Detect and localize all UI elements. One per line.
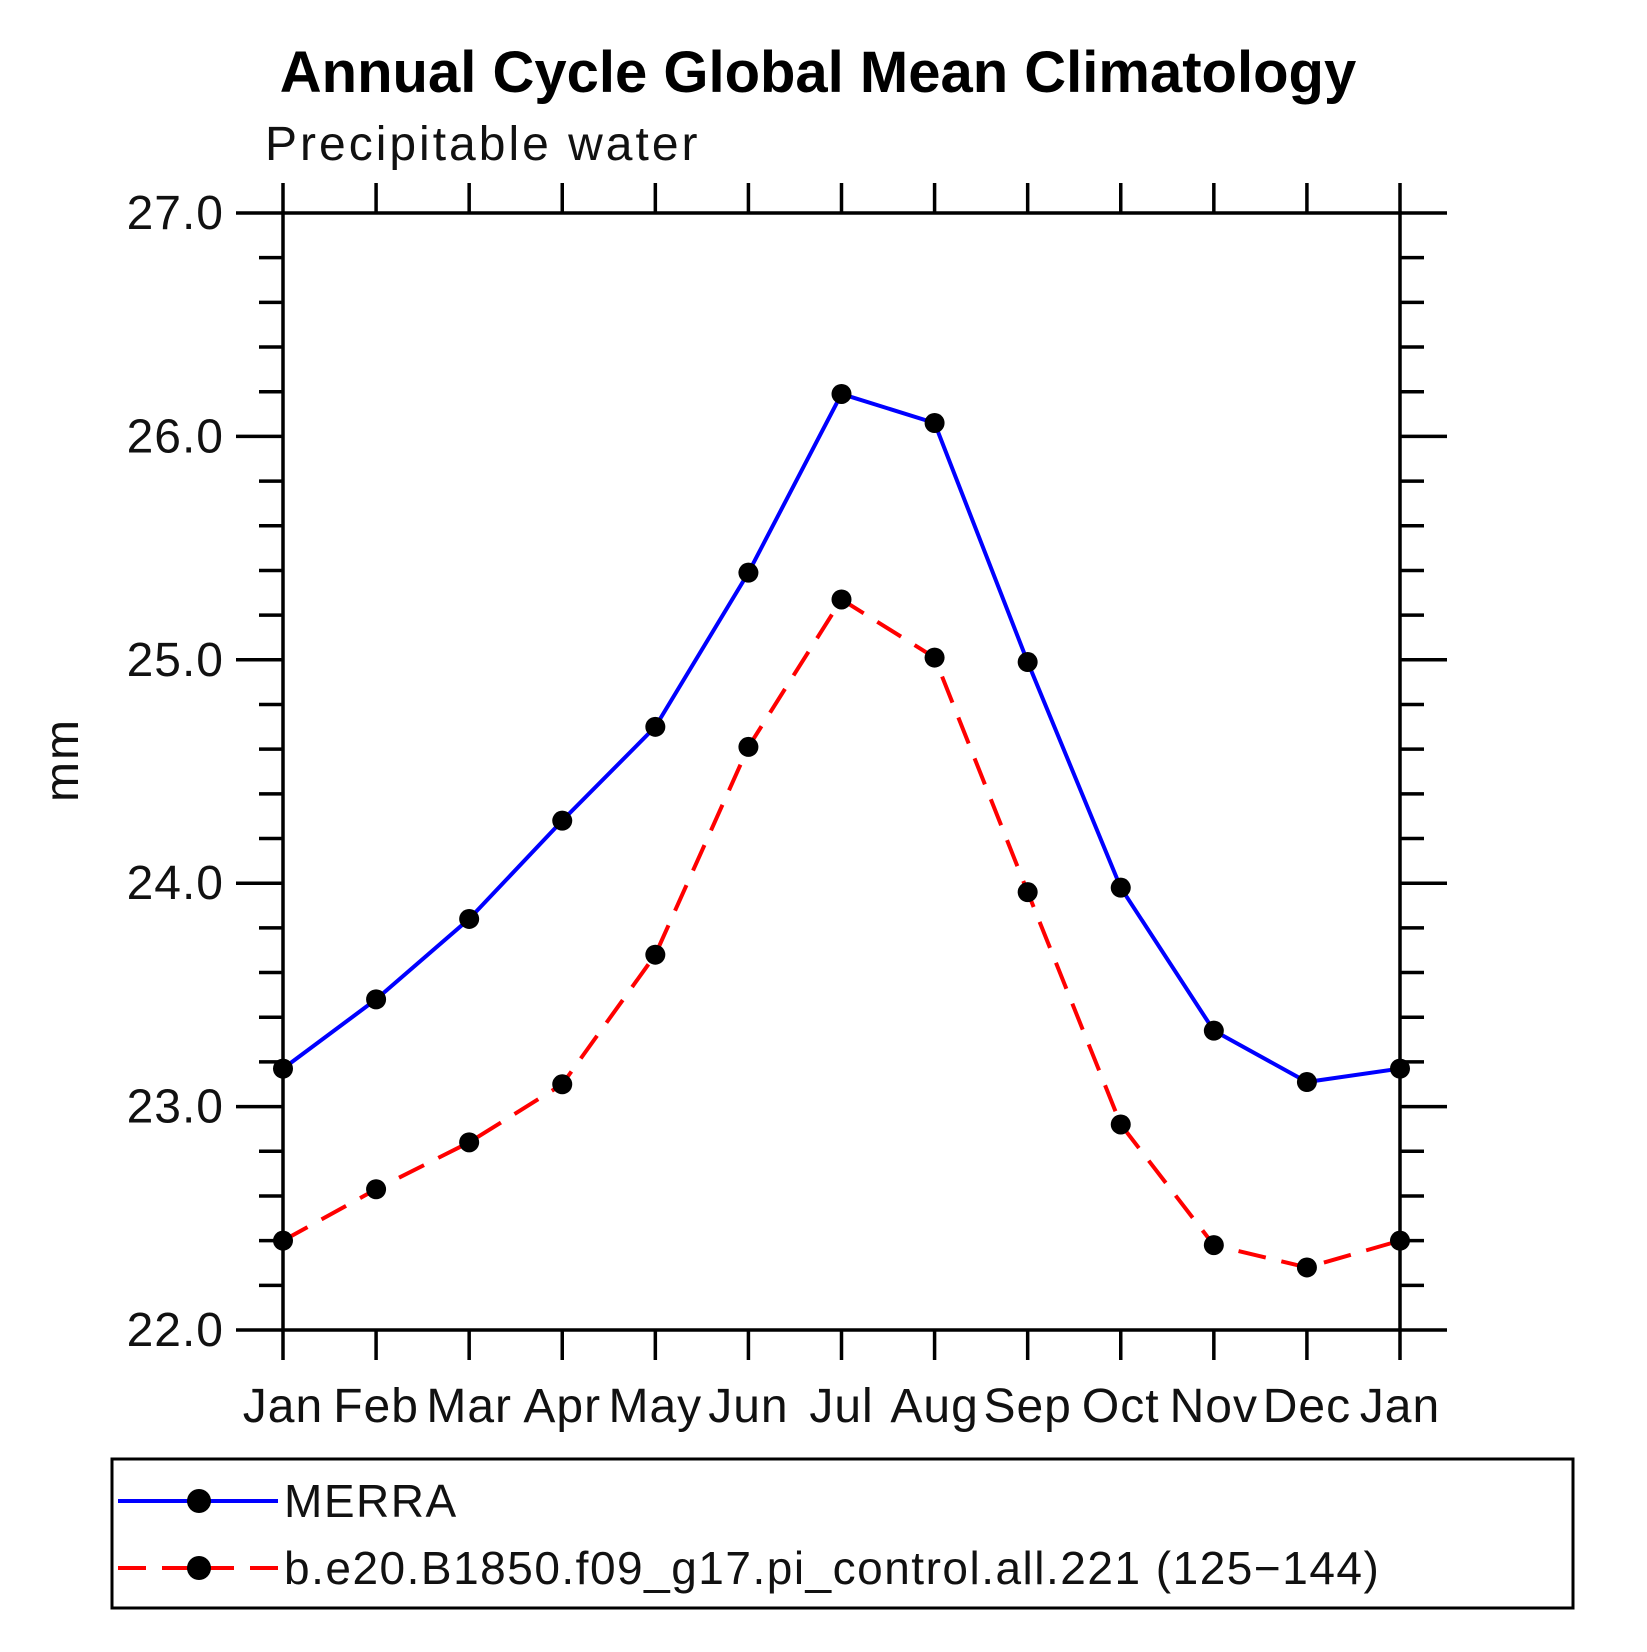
- legend-marker: [187, 1489, 211, 1513]
- data-point: [459, 908, 480, 929]
- legend-box: [110, 1457, 1575, 1610]
- legend-marker: [187, 1556, 211, 1580]
- x-tick-label: Mar: [426, 1380, 512, 1433]
- data-point: [1296, 1257, 1317, 1278]
- x-tick-label: Apr: [523, 1380, 601, 1433]
- data-point: [459, 1132, 480, 1153]
- data-point: [738, 562, 759, 583]
- legend-label: b.e20.B1850.f09_g17.pi_control.all.221 (…: [284, 1542, 1380, 1594]
- chart-subtitle: Precipitable water: [265, 118, 701, 171]
- legend-label: MERRA: [284, 1475, 458, 1527]
- x-tick-label: Sep: [983, 1380, 1071, 1433]
- y-tick-label: 23.0: [127, 1081, 224, 1134]
- chart-title: Annual Cycle Global Mean Climatology: [280, 40, 1356, 105]
- data-point: [831, 383, 852, 404]
- x-tick-label: Oct: [1082, 1380, 1160, 1433]
- data-point: [366, 989, 387, 1010]
- data-point: [1390, 1230, 1410, 1251]
- y-tick-label: 26.0: [127, 410, 224, 463]
- data-point: [1203, 1235, 1224, 1256]
- data-point: [738, 736, 759, 757]
- data-point: [273, 1058, 293, 1079]
- y-axis-title: mm: [36, 718, 89, 802]
- data-point: [1017, 882, 1038, 903]
- x-tick-label: Aug: [890, 1380, 978, 1433]
- data-point: [273, 1230, 293, 1251]
- data-point: [924, 412, 945, 433]
- x-tick-label: Nov: [1170, 1380, 1258, 1433]
- x-tick-label: Jan: [1360, 1380, 1440, 1433]
- data-point: [1110, 877, 1131, 898]
- data-point: [552, 1074, 573, 1095]
- data-point: [645, 944, 666, 965]
- data-point: [1203, 1020, 1224, 1041]
- x-tick-label: Feb: [333, 1380, 419, 1433]
- data-point: [1296, 1072, 1317, 1093]
- x-tick-label: May: [608, 1380, 702, 1433]
- data-point: [924, 647, 945, 668]
- y-tick-label: 27.0: [127, 187, 224, 240]
- x-tick-label: Dec: [1263, 1380, 1351, 1433]
- data-point: [552, 810, 573, 831]
- y-tick-label: 22.0: [127, 1304, 224, 1357]
- data-point: [831, 589, 852, 610]
- data-point: [645, 716, 666, 737]
- x-tick-label: Jun: [708, 1380, 788, 1433]
- y-tick-label: 24.0: [127, 857, 224, 910]
- x-tick-label: Jan: [243, 1380, 323, 1433]
- data-point: [1017, 652, 1038, 673]
- data-point: [1110, 1114, 1131, 1135]
- data-point: [366, 1179, 387, 1200]
- data-point: [1390, 1058, 1410, 1079]
- y-tick-label: 25.0: [127, 634, 224, 687]
- x-tick-label: Jul: [809, 1380, 873, 1433]
